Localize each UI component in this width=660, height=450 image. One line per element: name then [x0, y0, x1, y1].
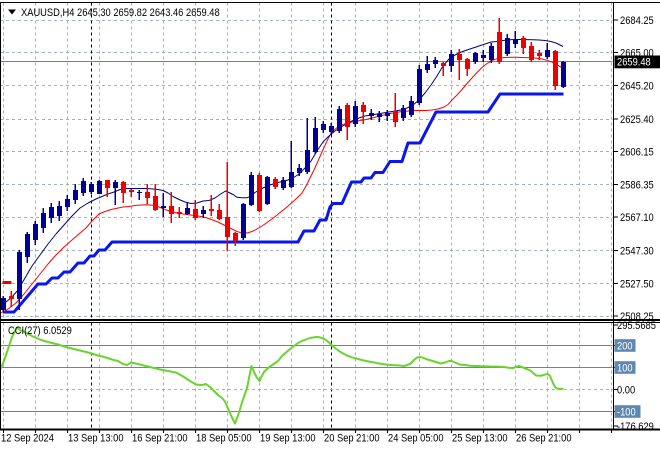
svg-text:295.5685: 295.5685 [617, 320, 656, 332]
svg-text:-100: -100 [617, 407, 636, 419]
svg-text:18 Sep 05:00: 18 Sep 05:00 [196, 433, 252, 445]
svg-text:100: 100 [617, 363, 633, 375]
svg-text:0.00: 0.00 [617, 385, 635, 397]
svg-text:19 Sep 13:00: 19 Sep 13:00 [260, 433, 316, 445]
svg-text:24 Sep 05:00: 24 Sep 05:00 [388, 433, 444, 445]
svg-text:2508.25: 2508.25 [620, 311, 654, 323]
svg-text:12 Sep 2024: 12 Sep 2024 [1, 433, 54, 445]
svg-text:2659.48: 2659.48 [617, 57, 651, 69]
svg-text:2606.15: 2606.15 [620, 147, 654, 159]
svg-text:2567.10: 2567.10 [620, 212, 654, 224]
svg-text:XAUUSD,H4 2645.30 2659.82 264: XAUUSD,H4 2645.30 2659.82 2643.46 2659.4… [21, 7, 220, 19]
svg-text:200: 200 [617, 341, 633, 353]
svg-text:2665.00: 2665.00 [620, 48, 654, 60]
svg-text:25 Sep 13:00: 25 Sep 13:00 [452, 433, 508, 445]
svg-text:2527.50: 2527.50 [620, 279, 654, 291]
svg-text:-176.629: -176.629 [617, 421, 654, 433]
svg-text:26 Sep 21:00: 26 Sep 21:00 [516, 433, 572, 445]
svg-text:2645.20: 2645.20 [620, 81, 654, 93]
svg-text:2625.40: 2625.40 [620, 114, 654, 126]
svg-text:16 Sep 21:00: 16 Sep 21:00 [132, 433, 188, 445]
svg-text:2547.30: 2547.30 [620, 246, 654, 258]
svg-text:2684.25: 2684.25 [620, 15, 654, 27]
svg-text:CCI(27) 6.0529: CCI(27) 6.0529 [8, 325, 72, 337]
svg-text:2586.35: 2586.35 [620, 180, 654, 192]
svg-text:20 Sep 21:00: 20 Sep 21:00 [324, 433, 380, 445]
svg-text:13 Sep 13:00: 13 Sep 13:00 [68, 433, 124, 445]
